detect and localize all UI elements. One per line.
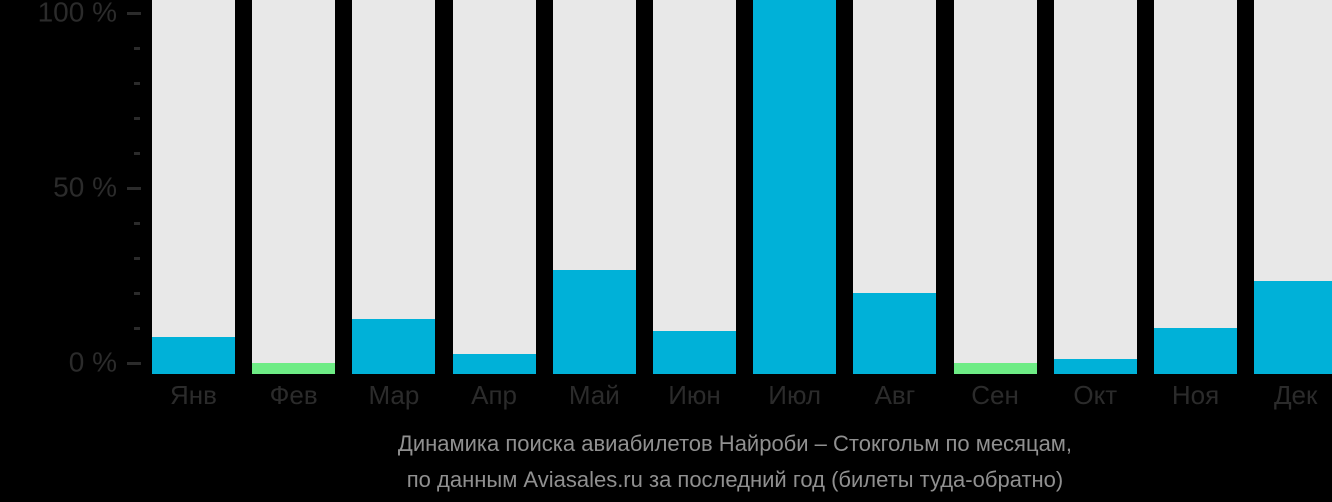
value-bar [1254, 281, 1332, 374]
month-label: Июн [668, 380, 721, 410]
bar-column [352, 0, 436, 374]
y-tick [134, 222, 140, 225]
y-tick [134, 117, 140, 120]
y-axis-label: 100 % [37, 0, 117, 28]
month-label: Окт [1073, 380, 1118, 410]
y-axis: 100 % 50 % 0 % [0, 0, 152, 377]
y-tick [134, 327, 140, 330]
bar-column [753, 0, 837, 374]
bar-column [1154, 0, 1237, 374]
value-bar [753, 0, 837, 374]
month-label: Янв [170, 380, 217, 410]
value-bar [152, 337, 235, 374]
month-label: Фев [269, 380, 318, 410]
y-tick [134, 47, 140, 50]
month-label: Мар [368, 380, 420, 410]
month-label: Ноя [1171, 380, 1220, 410]
y-tick [127, 362, 141, 365]
value-bar [1154, 328, 1237, 374]
bar-column [252, 0, 336, 374]
chart-caption: Динамика поиска авиабилетов Найроби – Ст… [152, 426, 1318, 498]
y-tick [134, 257, 140, 260]
month-label: Дек [1273, 380, 1318, 410]
value-bar [452, 354, 536, 374]
y-tick [134, 292, 140, 295]
bar-column [152, 0, 235, 374]
value-bar [853, 293, 937, 374]
bar-column [552, 0, 636, 374]
caption-title: Динамика поиска авиабилетов Найроби – Ст… [397, 431, 1073, 456]
x-axis: Янв Фев Мар Апр Май Июн Июл Авг Сен Окт Ноя Дек [170, 380, 1318, 410]
value-bar [653, 331, 736, 374]
y-axis-label: 50 % [53, 171, 117, 203]
value-bar [352, 319, 436, 374]
bar-column [953, 0, 1037, 374]
y-tick [134, 82, 140, 85]
value-bar [552, 270, 636, 374]
bar-column [1254, 0, 1332, 374]
y-axis-label: 0 % [68, 346, 117, 378]
caption-subtitle: по данным Aviasales.ru за последний год … [406, 467, 1064, 492]
value-bar-highlight [953, 363, 1037, 374]
value-bar-highlight [252, 363, 336, 374]
y-tick [127, 12, 141, 15]
y-tick [127, 187, 141, 190]
bar-column [653, 0, 736, 374]
month-label: Май [568, 380, 620, 410]
bar-column [1053, 0, 1137, 374]
y-tick [134, 152, 140, 155]
bar-column [452, 0, 536, 374]
month-label: Авг [874, 380, 916, 410]
value-bar [1053, 359, 1137, 374]
bar-column [853, 0, 937, 374]
month-label: Сен [971, 380, 1019, 410]
plot-area [152, 0, 1332, 374]
month-label: Апр [471, 380, 518, 410]
month-label: Июл [768, 380, 822, 410]
